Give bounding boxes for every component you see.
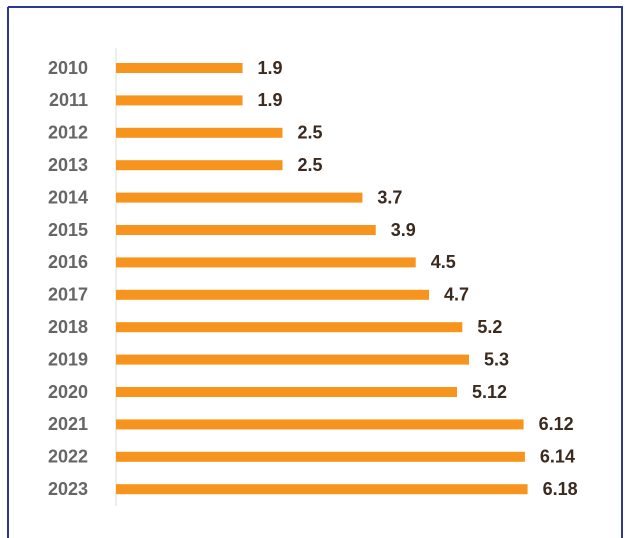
value-label: 4.7 bbox=[444, 285, 469, 305]
value-label: 4.5 bbox=[431, 252, 456, 272]
bar bbox=[116, 387, 457, 397]
value-label: 1.9 bbox=[258, 58, 283, 78]
value-label: 3.9 bbox=[391, 220, 416, 240]
value-label: 3.7 bbox=[377, 187, 402, 207]
bar bbox=[116, 192, 363, 203]
bar bbox=[116, 225, 376, 235]
value-label: 5.3 bbox=[484, 349, 509, 369]
bar bbox=[116, 451, 525, 462]
value-label: 6.12 bbox=[539, 414, 574, 434]
value-label: 5.2 bbox=[477, 317, 502, 337]
y-tick-label: 2017 bbox=[48, 285, 88, 305]
y-tick-label: 2020 bbox=[48, 382, 88, 402]
bar bbox=[116, 419, 524, 430]
value-label: 6.14 bbox=[540, 447, 575, 467]
bar bbox=[116, 63, 243, 73]
value-label: 5.12 bbox=[472, 382, 507, 402]
y-tick-label: 2011 bbox=[49, 90, 88, 110]
value-label: 1.9 bbox=[258, 90, 283, 110]
y-tick-label: 2021 bbox=[48, 414, 88, 434]
bar bbox=[116, 160, 283, 171]
y-tick-label: 2014 bbox=[48, 187, 88, 207]
bar bbox=[116, 322, 463, 333]
y-tick-label: 2013 bbox=[48, 155, 88, 175]
bar bbox=[116, 257, 416, 268]
y-tick-label: 2019 bbox=[48, 349, 88, 369]
y-tick-label: 2016 bbox=[48, 252, 88, 272]
y-tick-label: 2022 bbox=[48, 447, 88, 467]
value-label: 2.5 bbox=[298, 155, 323, 175]
y-tick-label: 2018 bbox=[48, 317, 88, 337]
bar bbox=[116, 289, 430, 300]
y-tick-label: 2010 bbox=[48, 58, 88, 78]
bar bbox=[116, 95, 243, 106]
y-tick-label: 2023 bbox=[48, 479, 88, 499]
y-tick-label: 2015 bbox=[48, 220, 88, 240]
value-label: 2.5 bbox=[298, 123, 323, 143]
y-tick-label: 2012 bbox=[48, 123, 88, 143]
value-label: 6.18 bbox=[543, 479, 578, 499]
bar bbox=[116, 127, 283, 138]
bar bbox=[116, 484, 528, 495]
bar bbox=[116, 354, 469, 365]
